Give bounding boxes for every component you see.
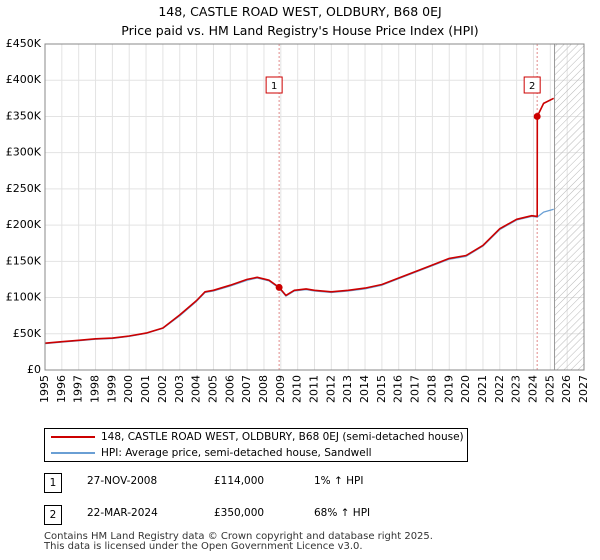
y-tick-label: £200K [6,218,42,231]
x-tick-label: 2002 [156,375,169,403]
legend-label-property: 148, CASTLE ROAD WEST, OLDBURY, B68 0EJ … [101,431,464,443]
x-tick-label: 2022 [493,375,506,403]
x-tick-label: 2013 [341,375,354,403]
y-tick-label: £450K [6,37,42,50]
x-tick-label: 2004 [190,375,203,403]
sale-date-2: 22-MAR-2024 [87,507,158,519]
annotation-box-1 [265,76,283,94]
y-tick-label: £250K [6,182,42,195]
x-tick-label: 2012 [324,375,337,403]
footer: Contains HM Land Registry data © Crown c… [44,532,433,552]
x-tick-label: 2017 [409,375,422,403]
price-chart: 1995 1996 1997 1998 1999 2000 2001 2002 2003 2004… [6,37,590,403]
x-tick-label: 2011 [308,375,321,403]
x-tick-label: 2005 [206,375,219,403]
annotation-label-1: 1 [271,81,277,92]
sale-marker-1: 1 [44,473,62,493]
x-tick-label: 2016 [392,375,405,403]
x-tick-label: 1999 [105,375,118,403]
x-tick-label: 2023 [510,375,523,403]
forecast-hatch-area [554,44,584,370]
sale-price-1: £114,000 [214,475,265,487]
x-tick-label: 2000 [122,375,135,403]
legend-label-hpi: HPI: Average price, semi-detached house,… [101,447,372,459]
x-tick-label: 2020 [459,375,472,403]
chart-title-block: 148, CASTLE ROAD WEST, OLDBURY, B68 0EJ … [0,2,600,40]
legend-swatch-hpi [51,452,95,454]
sale-hpi-1: 1% ↑ HPI [314,475,364,487]
y-tick-label: £0 [27,363,41,376]
x-tick-label: 1998 [89,375,102,403]
y-tick-label: £400K [6,73,42,86]
annotation-label-2: 2 [529,81,535,92]
sale-marker-2: 2 [44,505,62,525]
x-tick-label: 2010 [291,375,304,403]
x-tick-label: 2007 [240,375,253,403]
x-tick-label: 1995 [38,375,51,403]
x-tick-label: 1996 [55,375,68,403]
sale-point-2 [533,112,541,120]
series-line-property [44,97,555,344]
y-tick-label: £350K [6,109,42,122]
x-tick-label: 1997 [72,375,85,403]
x-tick-label: 2001 [139,375,152,403]
x-tick-label: 2021 [476,375,489,403]
x-tick-label: 2026 [560,375,573,403]
plot-frame [44,43,585,371]
x-tick-label: 2008 [257,375,270,403]
chart-subtitle: Price paid vs. HM Land Registry's House … [121,23,479,38]
x-tick-label: 2015 [375,375,388,403]
x-tick-label: 2006 [223,375,236,403]
sale-date-1: 27-NOV-2008 [87,475,158,487]
footer-copyright: Contains HM Land Registry data © Crown c… [44,531,433,542]
footer-licence: This data is licensed under the Open Gov… [44,541,363,552]
sale-hpi-2: 68% ↑ HPI [314,507,371,519]
annotation-box-2 [523,76,541,94]
y-tick-label: £300K [6,146,42,159]
y-tick-label: £100K [6,291,42,304]
legend-swatch-property [51,436,95,438]
y-tick-label: £50K [13,327,42,340]
x-tick-label: 2009 [274,375,287,403]
x-tick-label: 2019 [442,375,455,403]
x-tick-label: 2014 [358,375,371,403]
x-tick-label: 2027 [577,375,590,403]
x-tick-label: 2025 [543,375,556,403]
chart-title: 148, CASTLE ROAD WEST, OLDBURY, B68 0EJ [158,4,442,19]
sale-point-1 [275,283,283,291]
chart-legend: 148, CASTLE ROAD WEST, OLDBURY, B68 0EJ … [44,428,468,462]
x-tick-label: 2024 [526,375,539,403]
sale-price-2: £350,000 [214,507,265,519]
x-tick-label: 2018 [425,375,438,403]
y-tick-label: £150K [6,254,42,267]
x-tick-label: 2003 [173,375,186,403]
